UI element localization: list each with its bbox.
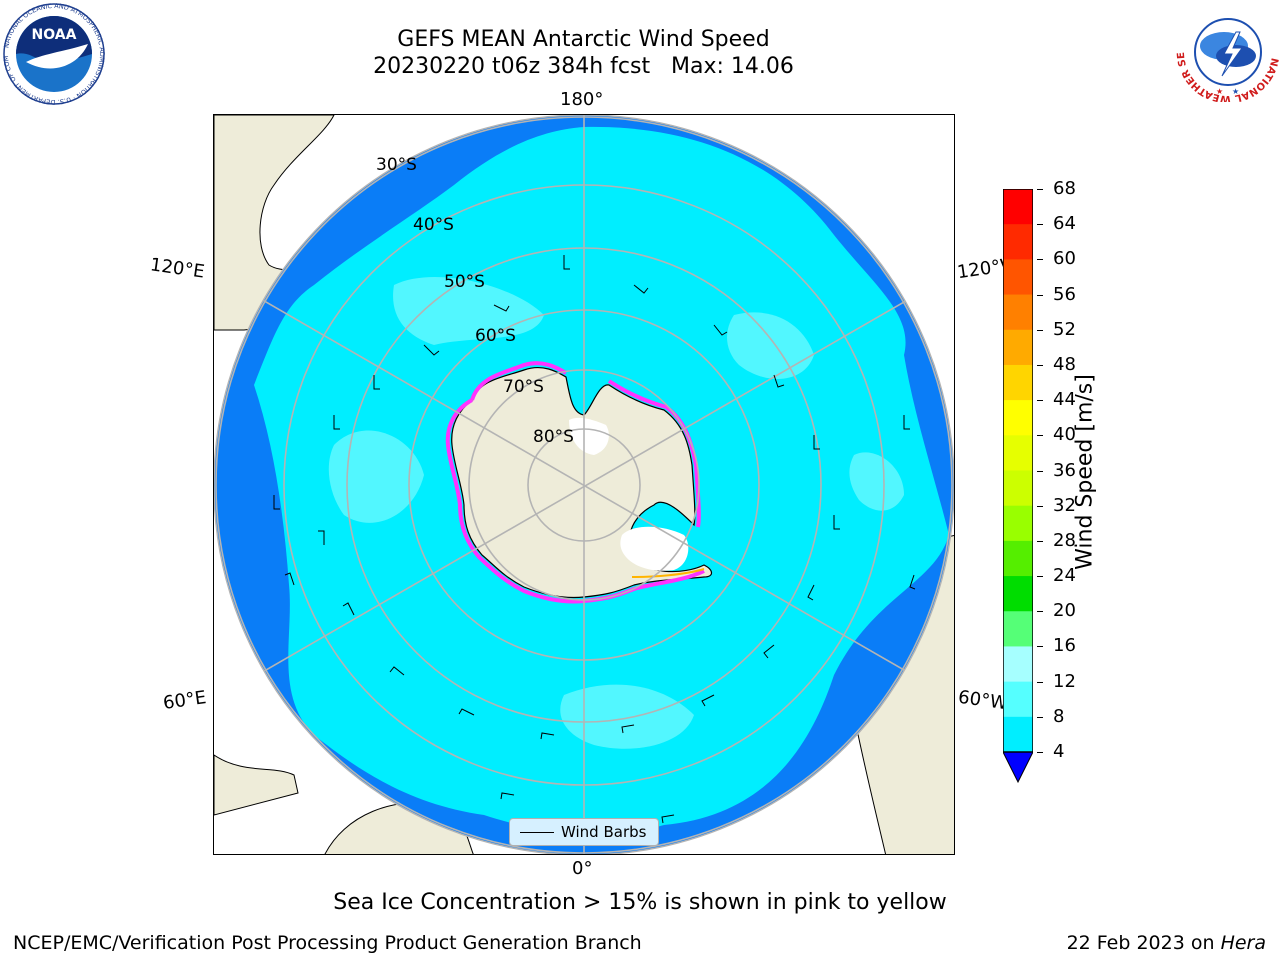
colorbar-segment [1003,611,1033,647]
colorbar-segment [1003,294,1033,331]
colorbar-tick-label: 8 [1053,705,1065,727]
svg-text:NOAA: NOAA [32,27,77,43]
colorbar-tick-label: 28 [1053,529,1076,551]
lon-label-60w: 60°W [956,686,1009,715]
colorbar-tick-mark [1037,435,1043,437]
colorbar-tick-mark [1037,681,1043,683]
colorbar-segment [1003,646,1033,683]
colorbar-tick-label: 40 [1053,424,1076,446]
lat-label-30s: 30°S [376,155,417,175]
lat-label-70s: 70°S [503,377,544,397]
lon-label-180: 180° [560,89,604,110]
chart-subtitle-forecast: 20230220 t06z 384h fcst Max: 14.06 [373,54,794,79]
lat-label-40s: 40°S [413,215,454,235]
colorbar-tick-mark [1037,752,1043,753]
ocean-12-16-patches [328,276,904,749]
polar-map: 30°S 40°S 50°S 60°S 70°S 80°S Wind Barbs [213,114,955,855]
colorbar-segment [1003,576,1033,612]
svg-text:★: ★ [1232,87,1239,96]
colorbar [1002,188,1034,784]
credit-text: NCEP/EMC/Verification Post Processing Pr… [13,932,642,954]
colorbar-segment [1003,681,1033,718]
date-stamp: 22 Feb 2023 on Hera [1067,932,1266,954]
graticule [214,115,954,854]
noaa-logo-icon: NATIONAL OCEANIC AND ATMOSPHERIC ADMINIS… [0,0,106,106]
colorbar-tick-mark [1037,400,1043,402]
colorbar-segment [1003,716,1033,753]
nws-logo-icon: NATIONAL WEATHER SERVICE ★ ★ [1172,0,1280,104]
colorbar-tick-label: 24 [1053,565,1076,587]
lon-label-60e: 60°E [161,687,208,714]
colorbar-tick-mark [1037,505,1043,507]
sea-ice-note: Sea Ice Concentration > 15% is shown in … [333,890,947,915]
colorbar-segment [1003,400,1033,436]
colorbar-tick-label: 4 [1053,741,1065,762]
colorbar-tick-mark [1037,611,1043,613]
colorbar-tick-mark [1037,329,1043,331]
map-legend: Wind Barbs [509,818,659,846]
colorbar-ticks: 68 64 60 56 52 48 44 40 36 32 28 24 20 16 12 8 4 [1037,0,1097,960]
colorbar-tick-label: 36 [1053,459,1076,481]
colorbar-segment [1003,505,1033,542]
colorbar-segment [1003,259,1033,296]
colorbar-tick-label: 44 [1053,389,1076,411]
colorbar-tick-mark [1037,189,1043,190]
wind-barbs [273,255,916,824]
colorbar-tick-label: 20 [1053,600,1076,622]
svg-text:★: ★ [1216,87,1223,96]
colorbar-tick-label: 56 [1053,283,1076,305]
colorbar-tick-mark [1037,259,1043,261]
date-text: 22 Feb 2023 on [1066,932,1221,954]
colorbar-tick-label: 16 [1053,635,1076,657]
colorbar-tick-label: 12 [1053,670,1076,692]
colorbar-tick-label: 64 [1053,213,1076,235]
colorbar-tick-mark [1037,364,1043,366]
colorbar-segment [1003,189,1033,225]
lat-label-80s: 80°S [533,427,574,447]
machine-name: Hera [1220,932,1266,954]
colorbar-tick-mark [1037,224,1043,226]
colorbar-segment [1003,435,1033,471]
lat-label-50s: 50°S [444,272,485,292]
colorbar-segment [1003,540,1033,577]
colorbar-tick-mark [1037,540,1043,542]
colorbar-segment [1003,364,1033,401]
colorbar-tick-label: 68 [1053,178,1076,199]
colorbar-segment [1003,224,1033,260]
lon-label-120e: 120°E [148,254,206,283]
colorbar-segment [1003,329,1033,366]
colorbar-label: Wind Speed [m/s] [1072,374,1098,570]
colorbar-tick-label: 32 [1053,494,1076,516]
legend-label: Wind Barbs [561,823,647,841]
lon-label-0: 0° [572,858,593,879]
lat-label-60s: 60°S [475,326,516,346]
chart-title: GEFS MEAN Antarctic Wind Speed [397,27,770,52]
colorbar-tick-label: 60 [1053,248,1076,270]
colorbar-tick-mark [1037,294,1043,296]
colorbar-extend-arrow [1002,751,1034,784]
colorbar-tick-mark [1037,716,1043,718]
colorbar-tick-label: 52 [1053,318,1076,340]
colorbar-tick-mark [1037,576,1043,578]
colorbar-tick-mark [1037,646,1043,648]
ross-ice-shelf [569,417,609,455]
colorbar-tick-mark [1037,470,1043,472]
colorbar-tick-label: 48 [1053,353,1076,375]
colorbar-segment [1003,470,1033,507]
legend-line [520,832,554,833]
